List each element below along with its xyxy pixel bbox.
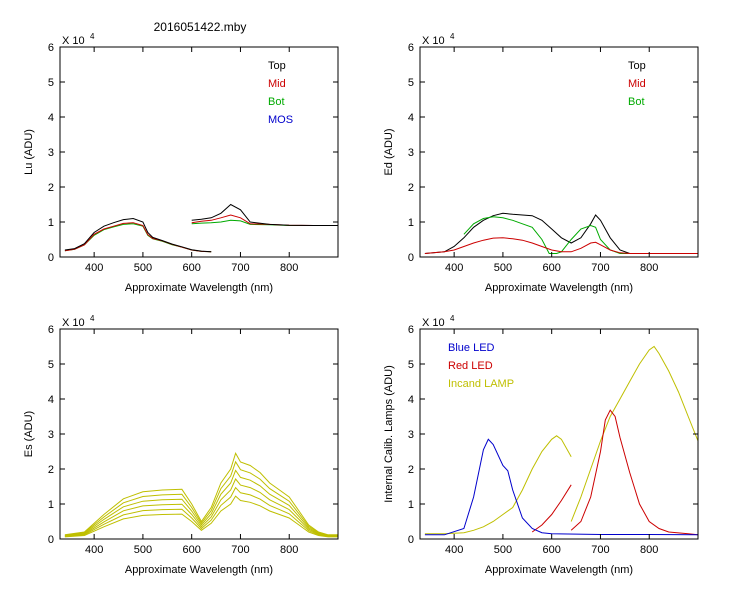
x-tick-label: 800 [640, 262, 658, 274]
y-tick-label: 4 [408, 394, 414, 406]
chart-lu: 0 1 2 3 4 5 6 400 500 600 700 800 Approximate Wavele… [23, 32, 339, 294]
legend-entry-incand-lamp: Incand LAMP [448, 378, 514, 390]
x-tick-label: 400 [445, 262, 463, 274]
y-tick-label: 0 [48, 252, 54, 264]
series-line-mid [64, 222, 212, 253]
x-tick-label: 500 [134, 544, 152, 556]
legend-entry-top: Top [628, 60, 646, 72]
legend-entry-blue-led: Blue LED [448, 342, 495, 354]
axis-multiplier-label: X 10 [422, 35, 445, 47]
y-tick-label: 3 [408, 147, 414, 159]
x-tick-label: 600 [543, 544, 561, 556]
y-tick-label: 5 [48, 77, 54, 89]
x-axis-label: Approximate Wavelength (nm) [125, 564, 273, 576]
legend-entry-mid: Mid [628, 78, 646, 90]
x-tick-label: 500 [134, 262, 152, 274]
y-tick-label: 4 [48, 112, 54, 124]
x-tick-label: 400 [85, 544, 103, 556]
legend-entry-mos: MOS [268, 114, 293, 126]
series-line-blue-led [424, 438, 698, 536]
y-tick-label: 2 [48, 464, 54, 476]
y-tick-label: 0 [408, 252, 414, 264]
legend-entry-bot: Bot [628, 96, 645, 108]
series-line-bot [64, 223, 212, 253]
plot-frame [419, 46, 699, 258]
x-tick-label: 600 [543, 262, 561, 274]
y-tick-label: 5 [48, 359, 54, 371]
legend-entry-bot: Bot [268, 96, 285, 108]
y-tick-label: 3 [48, 429, 54, 441]
axis-multiplier-label: X 10 [62, 35, 85, 47]
x-tick-label: 800 [280, 262, 298, 274]
y-tick-label: 1 [48, 217, 54, 229]
series-line-es-1 [64, 452, 338, 536]
y-tick-label: 1 [408, 499, 414, 511]
y-tick-label: 0 [408, 534, 414, 546]
axis-multiplier-exponent: 4 [450, 32, 455, 41]
x-tick-label: 700 [591, 544, 609, 556]
y-axis-label: Es (ADU) [23, 411, 35, 457]
axis-multiplier-exponent: 4 [450, 314, 455, 323]
chart-ed: 0 1 2 3 4 5 6 400 500 600 700 800 Approximate Wavele… [383, 32, 699, 294]
y-tick-label: 2 [408, 464, 414, 476]
legend-entry-top: Top [268, 60, 286, 72]
series-line-top [191, 203, 338, 226]
series-line-red-led [570, 409, 698, 536]
series-line-es-6 [64, 495, 338, 538]
y-tick-label: 0 [48, 534, 54, 546]
axis-multiplier-exponent: 4 [90, 314, 95, 323]
x-tick-label: 600 [183, 544, 201, 556]
y-tick-label: 1 [408, 217, 414, 229]
x-tick-label: 700 [231, 262, 249, 274]
series-line-incand-lamp [570, 345, 698, 522]
x-tick-label: 400 [85, 262, 103, 274]
y-tick-label: 6 [48, 42, 54, 54]
y-tick-label: 2 [408, 182, 414, 194]
axis-multiplier-label: X 10 [422, 317, 445, 329]
chart-es: 0 1 2 3 4 5 6 400 500 600 700 800 Approximate Wavele… [23, 314, 339, 576]
x-tick-label: 700 [231, 544, 249, 556]
x-tick-label: 800 [280, 544, 298, 556]
series-line-top [424, 212, 698, 254]
series-line-es-3 [64, 469, 338, 537]
series-line-es-5 [64, 486, 338, 537]
y-tick-label: 6 [48, 324, 54, 336]
x-tick-label: 700 [591, 262, 609, 274]
chart-lamps: 0 1 2 3 4 5 6 400 500 600 700 800 Approximate Wavele… [383, 314, 699, 576]
y-tick-label: 3 [408, 429, 414, 441]
axis-multiplier-label: X 10 [62, 317, 85, 329]
y-axis-label: Internal Calib. Lamps (ADU) [383, 365, 395, 503]
x-axis-label: Approximate Wavelength (nm) [125, 282, 273, 294]
x-tick-label: 800 [640, 544, 658, 556]
y-tick-label: 1 [48, 499, 54, 511]
y-tick-label: 6 [408, 42, 414, 54]
y-axis-label: Ed (ADU) [383, 128, 395, 175]
x-tick-label: 400 [445, 544, 463, 556]
x-tick-label: 500 [494, 544, 512, 556]
axis-multiplier-exponent: 4 [90, 32, 95, 41]
legend-entry-mid: Mid [268, 78, 286, 90]
series-line-red-led [531, 484, 572, 533]
y-tick-label: 3 [48, 147, 54, 159]
legend-entry-red-led: Red LED [448, 360, 493, 372]
series-line-top [64, 217, 212, 253]
series-line-es-4 [64, 478, 338, 537]
x-axis-label: Approximate Wavelength (nm) [485, 282, 633, 294]
y-tick-label: 4 [48, 394, 54, 406]
x-tick-label: 600 [183, 262, 201, 274]
series-line-es-2 [64, 460, 338, 536]
series-line-mid [424, 237, 698, 254]
y-tick-label: 5 [408, 359, 414, 371]
x-axis-label: Approximate Wavelength (nm) [485, 564, 633, 576]
series-line-incand-lamp [424, 435, 572, 535]
y-axis-label: Lu (ADU) [23, 129, 35, 175]
y-tick-label: 6 [408, 324, 414, 336]
file-title: 2016051422.mby [153, 20, 247, 34]
y-tick-label: 4 [408, 112, 414, 124]
y-tick-label: 5 [408, 77, 414, 89]
x-tick-label: 500 [494, 262, 512, 274]
y-tick-label: 2 [48, 182, 54, 194]
